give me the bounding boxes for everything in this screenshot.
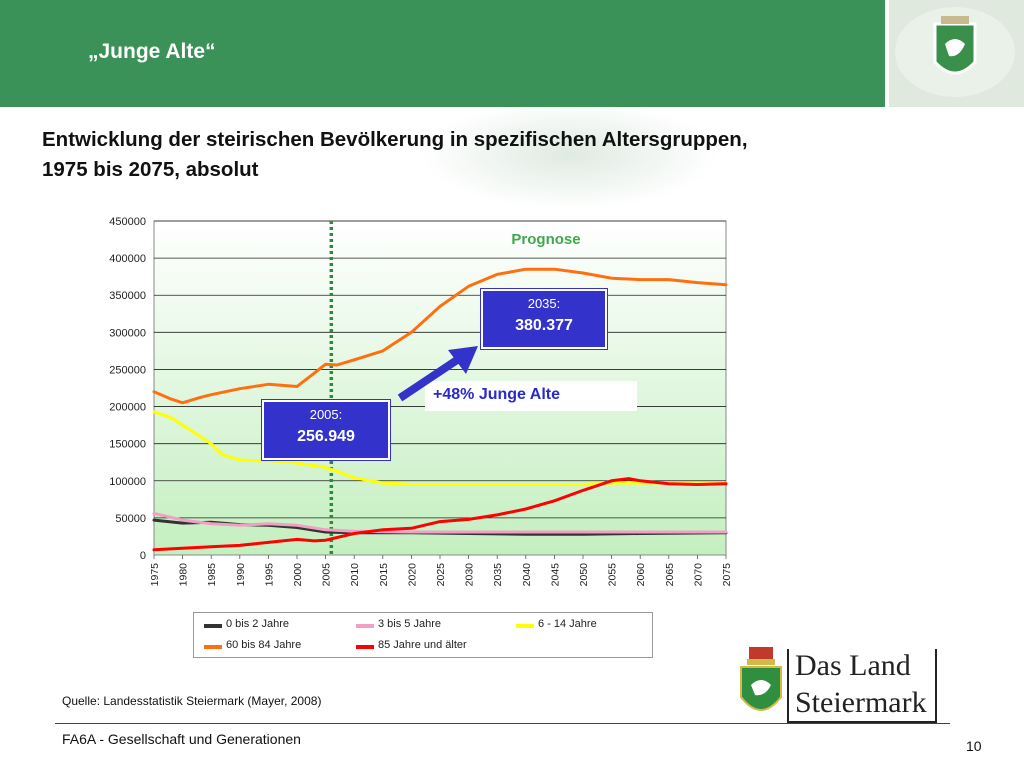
y-tick-label: 100000 [109,476,146,488]
subtitle-line-2: 1975 bis 2075, absolut [42,158,259,181]
legend-label-3-5: 3 bis 5 Jahre [378,618,441,630]
x-tick-label: 2005 [321,563,333,587]
legend-label-85-plus: 85 Jahre und älter [378,639,467,651]
steiermark-crest-icon [740,647,782,711]
x-tick-label: 2045 [549,563,561,587]
x-tick-label: 1995 [263,563,275,587]
x-tick-label: 2025 [435,563,447,587]
x-tick-label: 2050 [578,563,590,587]
x-tick-label: 2040 [521,563,533,587]
legend-swatch-6-14 [516,624,534,628]
x-tick-label: 1975 [149,563,161,587]
x-tick-label: 2060 [635,563,647,587]
y-tick-label: 400000 [109,253,146,265]
y-tick-label: 300000 [109,327,146,339]
page-number: 10 [966,738,982,754]
footer-text: FA6A - Gesellschaft und Generationen [62,731,301,747]
logo-text-das-land: Das Land [795,649,911,682]
prognose-label: Prognose [511,231,580,248]
source-note: Quelle: Landesstatistik Steiermark (Maye… [62,694,322,708]
legend-swatch-60-84 [204,645,222,649]
slide-title: „Junge Alte“ [88,40,216,63]
callout-2005: 2005: 256.949 [262,400,390,460]
series-line-2 [152,410,728,486]
chart-subtitle: Entwicklung der steirischen Bevölkerung … [42,125,942,185]
y-tick-label: 0 [140,550,146,562]
legend-swatch-85-plus [356,645,374,649]
x-tick-label: 2000 [292,563,304,587]
x-tick-label: 1985 [206,563,218,587]
x-tick-label: 2075 [721,563,733,587]
callout-2035: 2035: 380.377 [481,289,607,349]
y-tick-label: 200000 [109,402,146,414]
y-tick-label: 350000 [109,290,146,302]
x-tick-label: 1990 [235,563,247,587]
callout-2035-value: 380.377 [515,317,573,334]
y-tick-label: 150000 [109,439,146,451]
background-glow [420,100,720,210]
subtitle-line-1: Entwicklung der steirischen Bevölkerung … [42,128,748,151]
land-logo-frame [787,649,937,723]
y-tick-label: 450000 [109,216,146,228]
x-tick-label: 2030 [464,563,476,587]
series-line-1 [152,511,728,534]
callout-2005-value: 256.949 [297,428,355,445]
x-tick-label: 2065 [664,563,676,587]
series-line-4 [152,477,728,552]
legend-label-6-14: 6 - 14 Jahre [538,618,597,630]
series-line-3 [152,267,728,405]
crest-icon [895,7,1015,97]
header-crest-box [887,0,1024,107]
y-tick-label: 250000 [109,364,146,376]
callout-2005-year: 2005: [309,407,343,422]
x-tick-label: 2035 [492,563,504,587]
legend-label-0-2: 0 bis 2 Jahre [226,618,289,630]
legend-swatch-3-5 [356,624,374,628]
x-tick-label: 2010 [349,563,361,587]
chart-legend: 0 bis 2 Jahre 3 bis 5 Jahre 6 - 14 Jahre… [193,612,653,658]
growth-arrow-icon [397,346,478,402]
legend-swatch-0-2 [204,624,222,628]
header-bar [0,0,885,107]
x-tick-label: 2055 [607,563,619,587]
x-tick-label: 2070 [692,563,704,587]
callout-2035-year: 2035: [527,296,561,311]
x-tick-label: 1980 [178,563,190,587]
growth-label: +48% Junge Alte [425,381,637,411]
logo-text-steiermark: Steiermark [795,686,927,719]
y-tick-label: 50000 [115,513,146,525]
x-tick-label: 2015 [378,563,390,587]
legend-label-60-84: 60 bis 84 Jahre [226,639,302,651]
footer-divider [55,723,950,724]
x-tick-label: 2020 [406,563,418,587]
